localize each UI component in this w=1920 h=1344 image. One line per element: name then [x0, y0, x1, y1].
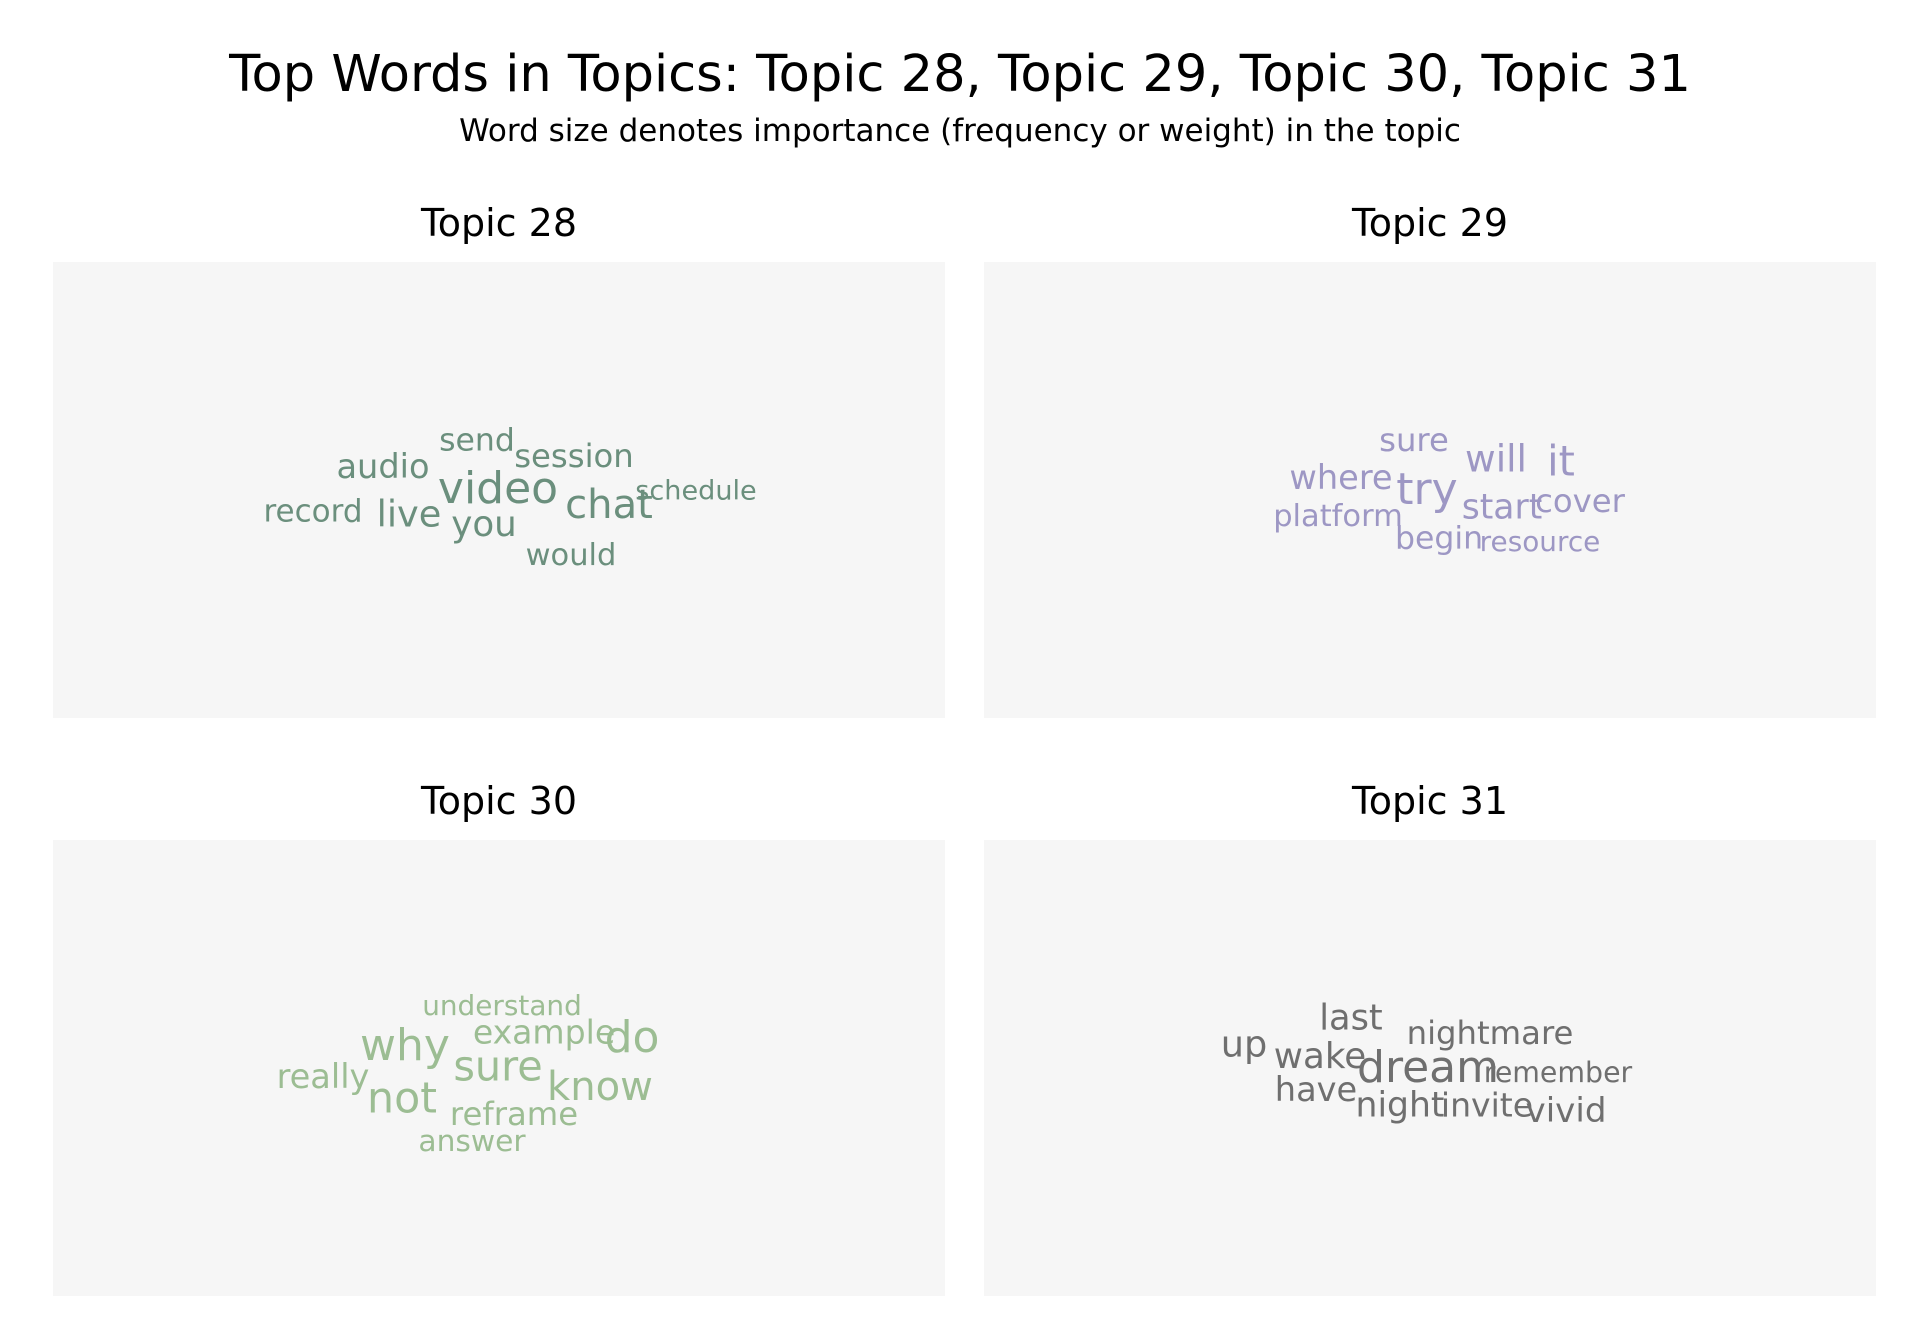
panel-title-topic-28: Topic 28 — [420, 201, 577, 245]
panel-title-topic-31: Topic 31 — [1351, 779, 1508, 823]
chart-subtitle: Word size denotes importance (frequency … — [459, 113, 1461, 149]
word-reframe: reframe — [449, 1094, 579, 1133]
word-would: would — [525, 537, 617, 573]
word-sure: sure — [1379, 420, 1449, 459]
panel-title-topic-29: Topic 29 — [1351, 201, 1508, 245]
word-record: record — [263, 493, 363, 530]
word-last: last — [1319, 997, 1383, 1039]
word-answer: answer — [418, 1124, 526, 1160]
wordcloud-panel-topic-30: why do not sure know really example reframe answ… — [53, 840, 945, 1296]
wordcloud-panel-topic-28: video chat live you audio session send record wo… — [53, 262, 945, 718]
word-live: live — [376, 492, 442, 536]
word-wake: wake — [1273, 1036, 1367, 1078]
word-schedule: schedule — [635, 475, 757, 507]
word-platform: platform — [1273, 498, 1403, 534]
word-send: send — [439, 422, 515, 459]
word-vivid: vivid — [1525, 1090, 1607, 1131]
word-sure: sure — [453, 1042, 543, 1091]
word-try: try — [1396, 464, 1458, 515]
chart-title: Top Words in Topics: Topic 28, Topic 29,… — [229, 45, 1691, 104]
word-understand: understand — [422, 989, 582, 1023]
word-session: session — [514, 436, 634, 475]
word-really: really — [276, 1057, 370, 1097]
word-dream: dream — [1357, 1042, 1499, 1093]
word-chat: chat — [565, 481, 653, 528]
word-where: where — [1289, 458, 1393, 498]
word-night: night — [1355, 1085, 1445, 1126]
word-nightmare: nightmare — [1406, 1013, 1574, 1052]
word-video: video — [437, 463, 559, 514]
word-audio: audio — [336, 447, 430, 487]
word-example: example — [472, 1012, 616, 1052]
word-remember: remember — [1483, 1055, 1633, 1089]
word-up: up — [1220, 1022, 1268, 1066]
word-will: will — [1465, 436, 1527, 481]
panel-title-topic-30: Topic 30 — [420, 779, 577, 823]
word-begin: begin — [1394, 520, 1484, 557]
word-it: it — [1547, 437, 1575, 486]
word-why: why — [360, 1020, 450, 1071]
word-have: have — [1274, 1070, 1358, 1110]
word-not: not — [367, 1073, 437, 1124]
wordcloud-panel-topic-31: dream up wake last night vivid have invite night… — [984, 840, 1876, 1296]
wordcloud-panel-topic-29: try it will start where cover sure begin platfor… — [984, 262, 1876, 718]
word-invite: invite — [1440, 1085, 1534, 1125]
word-resource: resource — [1479, 525, 1601, 559]
word-do: do — [604, 1012, 660, 1063]
word-know: know — [547, 1063, 653, 1110]
word-start: start — [1461, 487, 1543, 528]
word-cover: cover — [1535, 481, 1625, 520]
word-you: you — [451, 504, 517, 546]
